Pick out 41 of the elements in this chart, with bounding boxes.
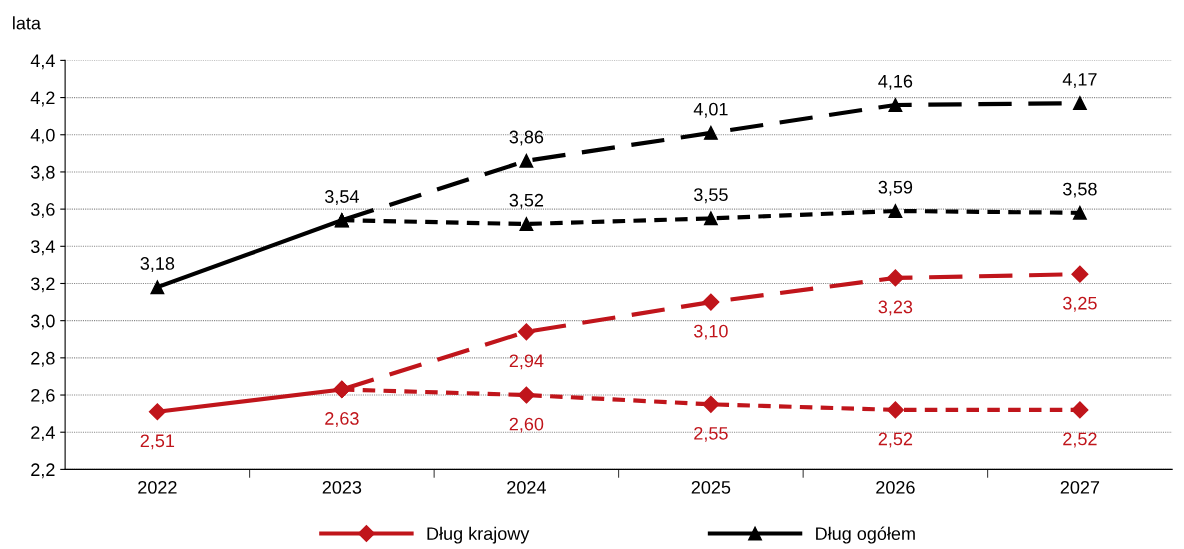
data-label: 3,23: [878, 300, 913, 316]
y-tick-label: 3,6: [30, 203, 55, 218]
data-label: 3,10: [694, 324, 728, 340]
data-label: 3,25: [1063, 296, 1097, 312]
y-tick-label: 2,4: [31, 426, 55, 442]
x-tick-label: 2023: [322, 480, 362, 494]
data-label: 3,59: [878, 180, 913, 196]
data-label: 3,52: [509, 193, 544, 209]
x-tick-label: 2024: [507, 480, 546, 494]
data-label: 3,86: [509, 130, 544, 146]
legend-label: Dług ogółem: [816, 526, 915, 544]
y-tick-label: 3,0: [30, 314, 55, 330]
y-tick-label: 2,2: [31, 463, 55, 479]
data-label: 2,55: [694, 426, 728, 442]
x-tick-label: 2027: [1060, 480, 1100, 494]
y-tick-label: 4,2: [30, 91, 55, 107]
data-label: 4,17: [1062, 73, 1097, 88]
x-tick-label: 2022: [138, 480, 177, 494]
data-label: 2,52: [878, 432, 913, 448]
y-tick-label: 4,0: [30, 128, 55, 144]
y-tick-label: 2,6: [31, 388, 55, 404]
data-label: 3,55: [694, 188, 728, 204]
data-label: 3,58: [1063, 182, 1097, 198]
y-tick-label: 3,4: [30, 240, 55, 256]
x-tick-label: 2026: [876, 480, 915, 494]
data-label: 2,52: [1063, 432, 1097, 448]
data-label: 4,16: [878, 74, 913, 90]
y-axis-title: lata: [13, 16, 41, 30]
y-tick-label: 3,2: [30, 277, 55, 293]
data-label: 3,54: [325, 190, 359, 206]
y-tick-label: 2,8: [31, 351, 55, 367]
y-tick-label: 4,4: [30, 54, 55, 70]
data-label: 4,01: [693, 102, 728, 118]
data-label: 2,94: [509, 354, 544, 370]
legend-label: Dług krajowy: [427, 526, 530, 544]
data-label: 3,18: [140, 257, 175, 272]
data-label: 2,60: [509, 417, 544, 433]
y-tick-label: 3,8: [30, 165, 55, 181]
data-label: 2,63: [325, 412, 359, 427]
data-label: 2,51: [140, 434, 175, 450]
x-tick-label: 2025: [691, 480, 731, 494]
